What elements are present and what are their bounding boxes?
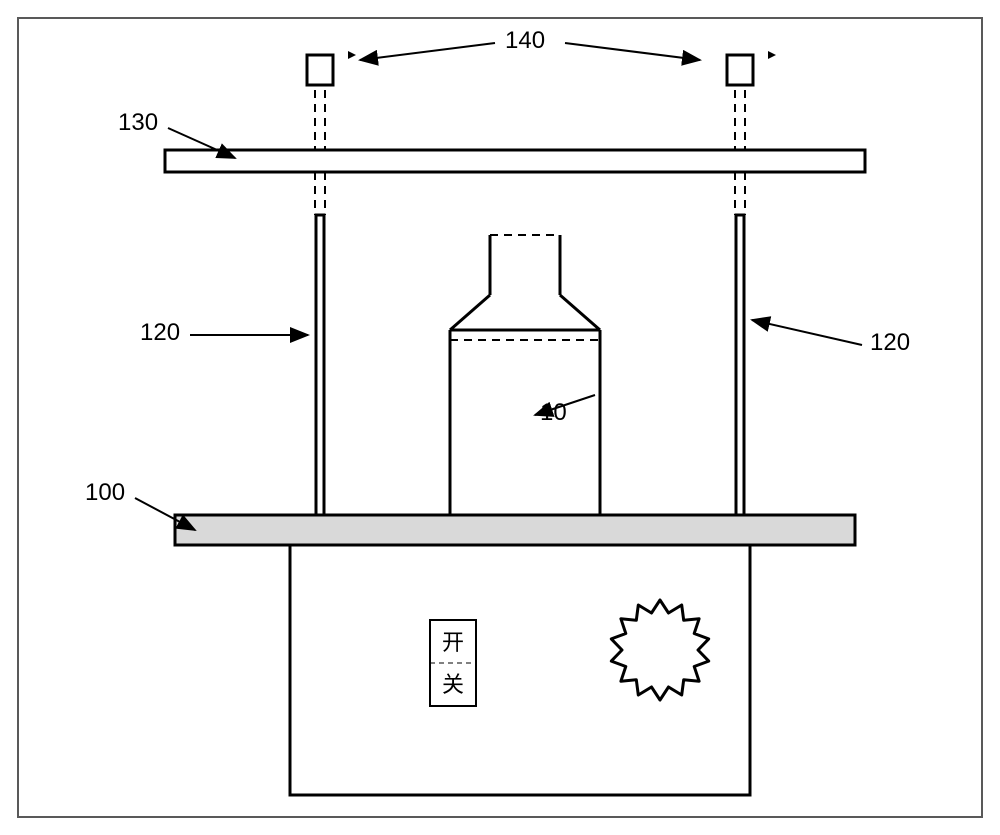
callout-arrow-130	[168, 128, 235, 158]
callout-arrow-140-left	[360, 43, 495, 60]
bottle-shoulder-left	[450, 295, 490, 330]
callout-arrow-140-right	[565, 43, 700, 60]
callout-label-100: 100	[85, 479, 125, 506]
switch-label-off: 关	[442, 672, 464, 697]
fan-rotation-arrowhead-left	[348, 51, 356, 59]
fan-rotation-arc-bottom-right	[727, 55, 753, 56]
callout-label-140: 140	[505, 27, 545, 54]
fan-rotation-arrowhead-right	[768, 51, 776, 59]
callout-arrow-120-right	[752, 320, 862, 345]
callout-label-130: 130	[118, 109, 158, 136]
switch-label-on: 开	[442, 630, 464, 655]
fan-block-left	[307, 55, 333, 85]
post-left-120	[316, 215, 324, 515]
callout-label-120-left: 120	[140, 319, 180, 346]
post-right-120	[736, 215, 744, 515]
callout-label-120-right: 120	[870, 329, 910, 356]
bottle-shoulder-right	[560, 295, 600, 330]
platform-100	[175, 515, 855, 545]
fan-rotation-arc-bottom-left	[307, 55, 333, 56]
fan-block-right	[727, 55, 753, 85]
bar-130	[165, 150, 865, 172]
gear-knob-icon	[611, 600, 708, 700]
base-box	[290, 545, 750, 795]
outer-frame	[18, 18, 982, 817]
